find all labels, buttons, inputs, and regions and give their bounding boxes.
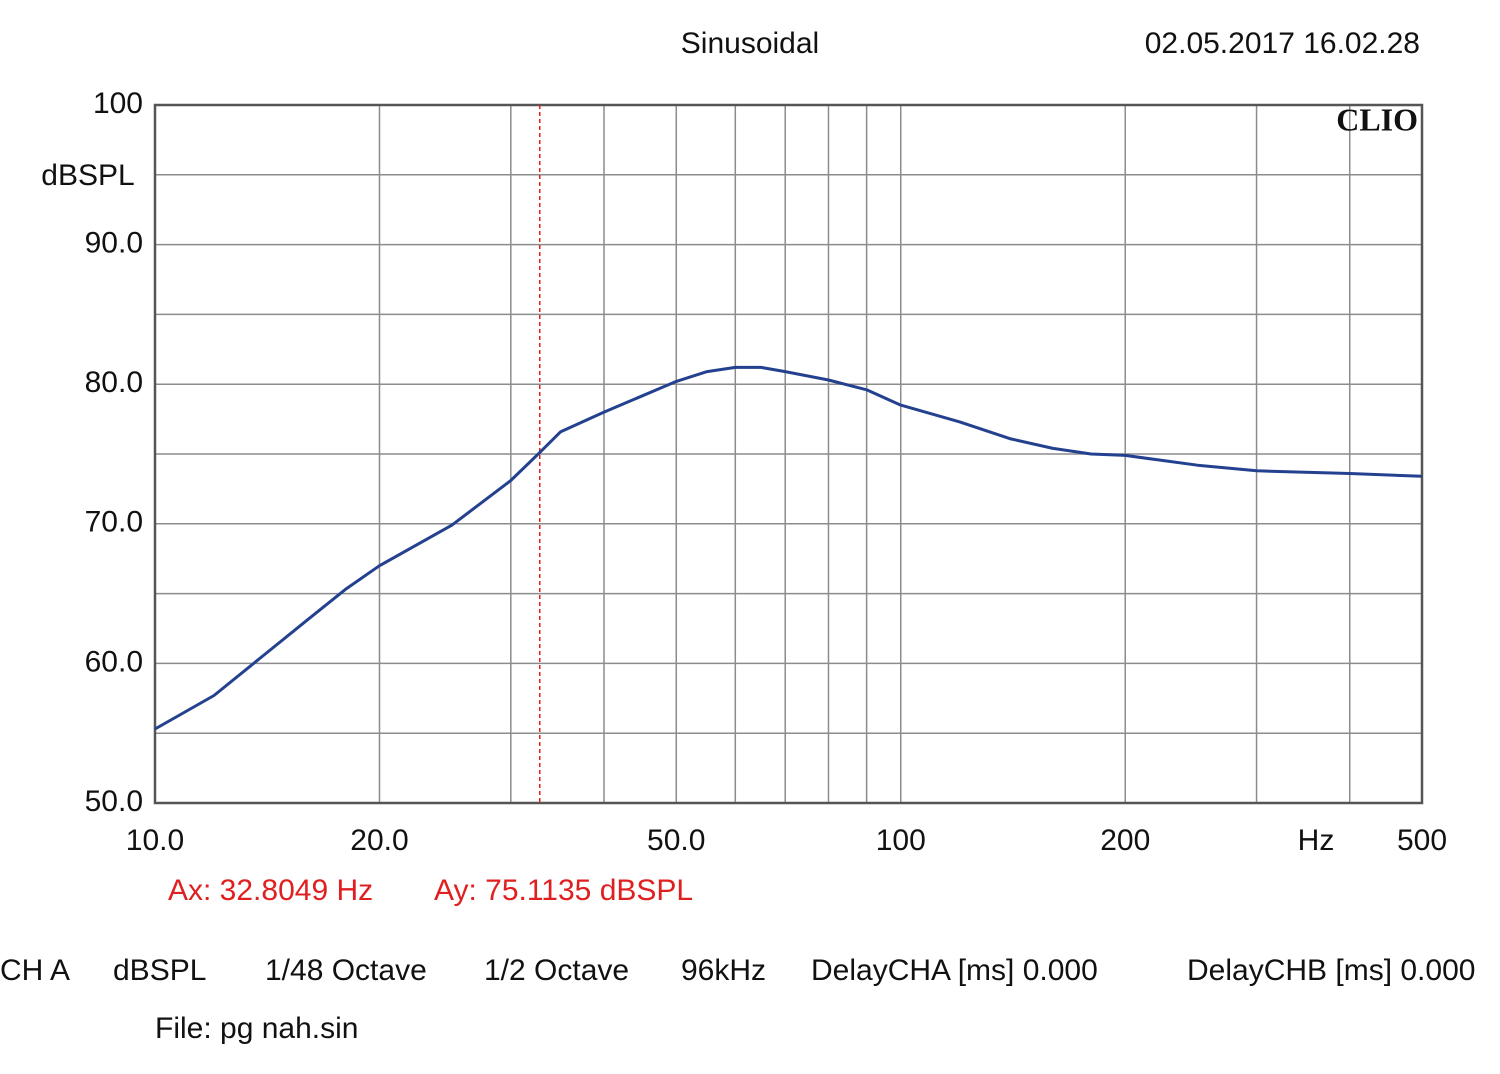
data-line: [154, 365, 1423, 731]
x-tick-label: 20.0: [350, 824, 408, 857]
footer-item: 1/2 Octave: [484, 954, 629, 987]
footer-item: CH A: [0, 954, 70, 987]
cursor-y-label: Ay: 75.1135 dBSPL: [434, 874, 693, 907]
x-tick-label: 200: [1100, 824, 1150, 857]
footer-item: dBSPL: [113, 954, 206, 987]
y-tick-label: 50.0: [85, 785, 143, 818]
file-name: File: pg nah.sin: [155, 1012, 358, 1045]
y-tick-label: 90.0: [85, 227, 143, 260]
footer-item: 96kHz: [681, 954, 766, 987]
footer-item: 1/48 Octave: [265, 954, 427, 987]
x-tick-label: 100: [876, 824, 926, 857]
x-tick-label: 10.0: [126, 824, 184, 857]
plot-frame: [153, 103, 1424, 805]
footer-item: DelayCHA [ms] 0.000: [811, 954, 1098, 987]
y-tick-label: 60.0: [85, 645, 143, 678]
y-tick-label: 80.0: [85, 366, 143, 399]
y-tick-label: 70.0: [85, 506, 143, 539]
x-tick-label: 500: [1397, 824, 1447, 857]
x-tick-label: 50.0: [647, 824, 705, 857]
x-unit: Hz: [1298, 824, 1335, 857]
timestamp: 02.05.2017 16.02.28: [1145, 27, 1420, 60]
footer-item: DelayCHB [ms] 0.000: [1187, 954, 1475, 987]
y-tick-label: 100: [93, 87, 143, 120]
brand: CLIO: [1336, 101, 1418, 137]
y-axis-label: dBSPL: [41, 159, 134, 192]
chart-title: Sinusoidal: [681, 27, 819, 60]
cursor-x-label: Ax: 32.8049 Hz: [168, 874, 373, 907]
